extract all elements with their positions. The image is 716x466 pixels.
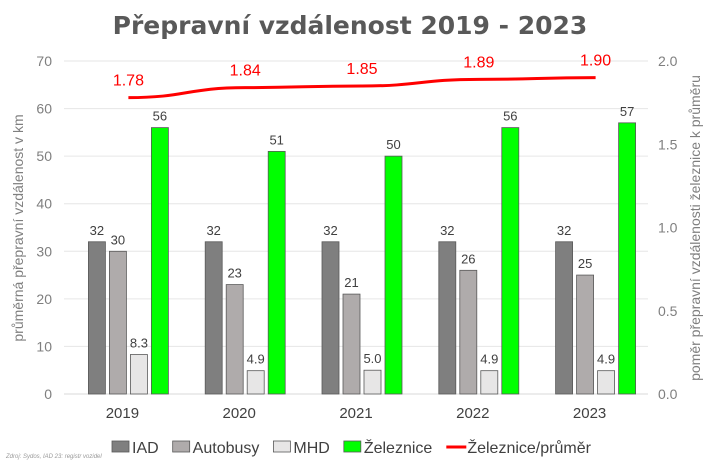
- x-tick-label: 2021: [339, 405, 372, 422]
- data-label: 25: [578, 256, 592, 271]
- y2-tick-label: 0.0: [658, 386, 678, 402]
- y-tick-label: 40: [36, 196, 52, 212]
- data-label: 57: [620, 104, 634, 119]
- line-series: [128, 76, 596, 100]
- bar-autobusy: [109, 250, 127, 395]
- bar-železnice: [501, 127, 520, 395]
- y2-tick-label: 1.5: [658, 136, 678, 152]
- bar-železnice: [150, 127, 169, 395]
- legend-label: Autobusy: [193, 440, 260, 457]
- y-axis-label: průměrná přepravní vzdálenost v km: [10, 114, 26, 341]
- legend-swatch: [272, 440, 291, 453]
- legend-swatch: [343, 440, 362, 453]
- data-label: 21: [344, 275, 358, 290]
- data-label: 32: [557, 223, 571, 238]
- data-label: 32: [206, 223, 220, 238]
- data-label: 5.0: [363, 351, 381, 366]
- bar-iad: [555, 241, 573, 395]
- data-label: 32: [440, 223, 454, 238]
- legend-item: Železnice: [343, 438, 433, 457]
- legend-label: MHD: [293, 440, 329, 457]
- line-data-label: 1.89: [463, 54, 494, 71]
- data-label: 56: [153, 109, 167, 124]
- data-label: 23: [227, 266, 241, 281]
- bar-železnice: [384, 155, 403, 395]
- data-label: 8.3: [130, 336, 148, 351]
- x-tick-label: 2022: [456, 405, 489, 422]
- data-label: 26: [461, 251, 475, 266]
- y2-tick-label: 2.0: [658, 53, 678, 69]
- y-tick-label: 60: [36, 101, 52, 117]
- y-tick-label: 0: [44, 386, 52, 402]
- data-label: 51: [269, 132, 283, 147]
- y-tick-label: 70: [36, 53, 52, 69]
- bar-iad: [321, 241, 340, 395]
- data-label: 4.9: [597, 352, 615, 367]
- bar-autobusy: [459, 269, 478, 395]
- legend-swatch: [172, 440, 191, 453]
- y-tick-label: 20: [36, 291, 52, 307]
- x-tick-label: 2023: [573, 405, 606, 422]
- bar-železnice: [267, 150, 286, 395]
- bar-iad: [204, 241, 223, 395]
- legend-item: IAD: [111, 440, 159, 457]
- bar-autobusy: [342, 293, 361, 395]
- y2-axis-label: poměr přepravní vzdálenosti železnice k …: [687, 75, 703, 381]
- bar-železnice: [618, 122, 636, 395]
- bar-autobusy: [576, 274, 594, 395]
- source-note: Zdroj: Sydos, IAD 23: registr vozidel: [5, 454, 102, 460]
- line-data-label: 1.90: [580, 53, 611, 70]
- legend-item: Autobusy: [172, 440, 260, 457]
- line-data-label: 1.85: [346, 61, 377, 78]
- y-tick-label: 30: [36, 243, 52, 259]
- bar-mhd: [480, 370, 499, 395]
- y-tick-label: 50: [36, 148, 52, 164]
- legend-label: Železnice: [364, 438, 433, 457]
- y-tick-label: 10: [36, 338, 52, 354]
- bar-iad: [438, 241, 457, 395]
- legend-item: Železnice/průměr: [446, 438, 592, 457]
- data-label: 4.9: [247, 352, 265, 367]
- y2-tick-label: 0.5: [658, 303, 678, 319]
- bar-mhd: [363, 369, 382, 395]
- legend-item: MHD: [272, 440, 330, 457]
- data-label: 32: [323, 223, 337, 238]
- data-label: 50: [386, 137, 400, 152]
- x-tick-label: 2019: [106, 405, 139, 422]
- bar-mhd: [129, 354, 148, 395]
- data-label: 30: [111, 232, 125, 247]
- line-data-label: 1.78: [113, 73, 144, 90]
- bar-mhd: [597, 370, 615, 395]
- y2-tick-label: 1.0: [658, 220, 678, 236]
- bar-mhd: [246, 370, 265, 395]
- data-label: 4.9: [480, 352, 498, 367]
- bar-autobusy: [225, 284, 244, 395]
- line-data-label: 1.84: [230, 63, 261, 80]
- legend-label: IAD: [132, 440, 159, 457]
- data-label: 56: [503, 109, 517, 124]
- legend-swatch: [111, 440, 130, 453]
- bar-iad: [88, 241, 106, 395]
- x-tick-label: 2020: [223, 405, 256, 422]
- legend-label: Železnice/průměr: [467, 438, 591, 457]
- chart-title: Přepravní vzdálenost 2019 - 2023: [113, 11, 588, 40]
- data-label: 32: [90, 223, 104, 238]
